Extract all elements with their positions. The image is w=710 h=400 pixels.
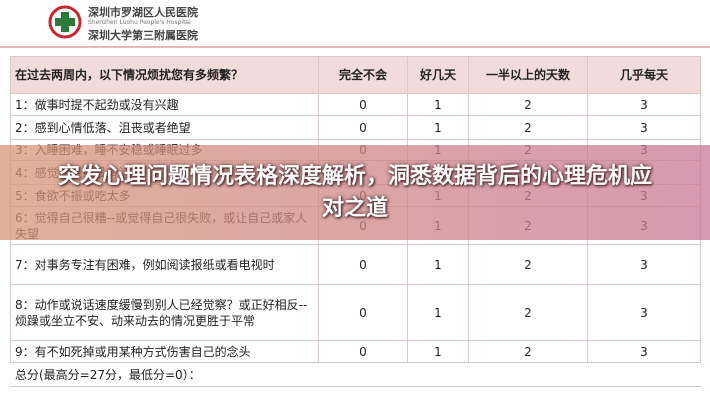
score-cell: 2: [468, 244, 588, 285]
banner: 突发心理问题情况表格深度解析，洞悉数据背后的心理危机应对之道: [0, 145, 710, 240]
table-row: 7：对事务专注有困难，例如阅读报纸或看电视时 0 1 2 3: [10, 244, 701, 285]
header-row: 在过去两周内，以下情况烦扰您有多频繁？ 完全不会 好几天 一半以上的天数 几乎每天: [10, 56, 701, 94]
score-cell: 2: [468, 93, 588, 116]
score-cell: 1: [407, 284, 469, 341]
banner-title: 突发心理问题情况表格深度解析，洞悉数据背后的心理危机应对之道: [57, 163, 652, 221]
score-cell: 1: [407, 115, 469, 140]
hospital-affiliation: 深圳大学第三附属医院: [88, 29, 198, 42]
score-cell: 0: [318, 93, 408, 116]
table-row: 8：动作或说话速度缓慢到别人已经觉察？或正好相反--烦躁或坐立不安、动来动去的情…: [10, 284, 701, 341]
table-row: 2：感到心情低落、沮丧或者绝望 0 1 2 3: [10, 115, 701, 140]
empty-cell: [407, 362, 469, 387]
score-cell: 3: [587, 93, 701, 116]
question-cell: 7：对事务专注有困难，例如阅读报纸或看电视时: [10, 244, 319, 285]
score-cell: 3: [587, 340, 701, 363]
question-cell: 8：动作或说话速度缓慢到别人已经觉察？或正好相反--烦躁或坐立不安、动来动去的情…: [10, 284, 319, 341]
question-cell: 2：感到心情低落、沮丧或者绝望: [10, 115, 319, 140]
score-cell: 0: [318, 244, 408, 285]
score-cell: 2: [468, 115, 588, 140]
score-cell: 0: [318, 340, 408, 363]
column-header: 好几天: [407, 56, 469, 94]
table-row: 1：做事时提不起劲或没有兴趣 0 1 2 3: [10, 93, 701, 116]
column-header: 完全不会: [318, 56, 408, 94]
score-cell: 3: [587, 115, 701, 140]
hospital-name-en: Shenzhen Luohu People's Hospital: [88, 19, 191, 26]
score-cell: 1: [407, 340, 469, 363]
column-header: 几乎每天: [587, 56, 701, 94]
total-label: 总分(最高分=27分，最低分=0）：: [10, 362, 408, 387]
score-cell: 2: [468, 284, 588, 341]
hospital-logo: [48, 5, 82, 39]
total-row: 总分(最高分=27分，最低分=0）：: [10, 362, 701, 387]
score-cell: 3: [587, 244, 701, 285]
hospital-header: 深圳市罗湖区人民医院 Shenzhen Luohu People's Hospi…: [0, 0, 710, 48]
empty-cell: [587, 362, 701, 387]
score-cell: 1: [407, 244, 469, 285]
hospital-name: 深圳市罗湖区人民医院: [88, 6, 198, 19]
score-cell: 0: [318, 115, 408, 140]
score-cell: 0: [318, 284, 408, 341]
question-cell: 9：有不如死掉或用某种方式伤害自己的念头: [10, 340, 319, 363]
empty-cell: [468, 362, 588, 387]
column-header: 一半以上的天数: [468, 56, 588, 94]
score-cell: 2: [468, 340, 588, 363]
score-cell: 3: [587, 284, 701, 341]
table-row: 9：有不如死掉或用某种方式伤害自己的念头 0 1 2 3: [10, 340, 701, 363]
question-cell: 1：做事时提不起劲或没有兴趣: [10, 93, 319, 116]
score-cell: 1: [407, 93, 469, 116]
column-header: 在过去两周内，以下情况烦扰您有多频繁？: [10, 56, 319, 94]
